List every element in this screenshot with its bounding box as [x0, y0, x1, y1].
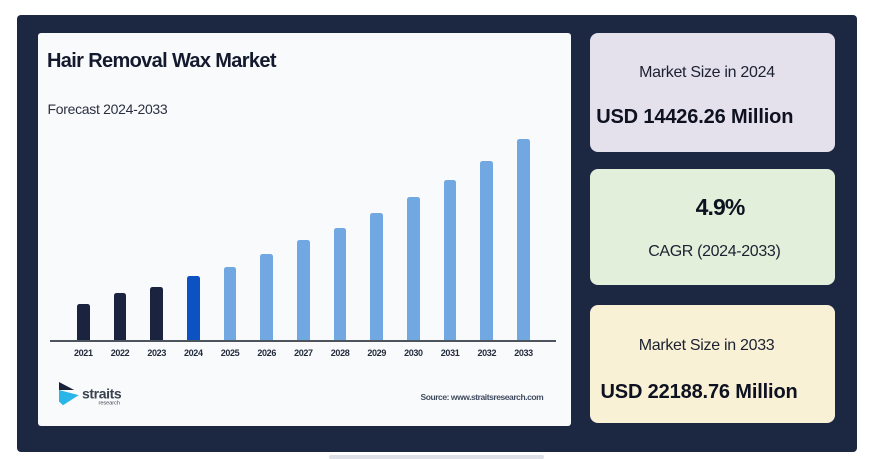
svg-text:straits: straits: [82, 385, 122, 401]
svg-text:research: research: [99, 401, 120, 407]
